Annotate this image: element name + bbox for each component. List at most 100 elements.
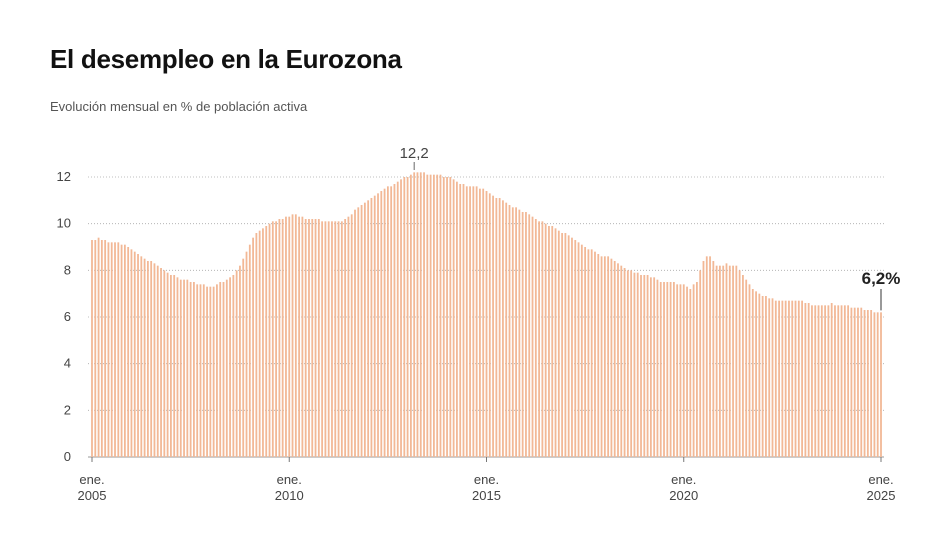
bar <box>472 186 475 458</box>
bar <box>603 256 606 457</box>
bar <box>416 172 419 458</box>
bar <box>380 191 383 457</box>
bar <box>738 270 741 457</box>
bar <box>495 198 498 457</box>
y-tick-label: 2 <box>64 402 71 417</box>
bar <box>357 207 360 457</box>
bar <box>492 195 494 457</box>
bar <box>189 282 192 457</box>
bar <box>347 216 350 457</box>
bar <box>340 221 343 457</box>
bar <box>656 279 659 457</box>
bar <box>456 181 458 457</box>
bar <box>732 265 734 457</box>
bar <box>436 174 439 457</box>
bar <box>314 219 317 457</box>
bar <box>649 277 652 457</box>
x-tick-label-year: 2025 <box>867 488 896 503</box>
bar <box>123 244 126 457</box>
bar <box>551 226 554 457</box>
x-tick-label-year: 2015 <box>472 488 501 503</box>
bar <box>788 300 790 457</box>
bar <box>850 307 853 457</box>
bar <box>446 177 448 457</box>
bar <box>794 300 797 457</box>
bar <box>206 286 208 457</box>
bar <box>607 256 610 457</box>
bar <box>209 286 212 457</box>
bar <box>344 219 347 457</box>
bar <box>150 261 153 457</box>
bar <box>518 209 521 457</box>
bar <box>814 305 817 457</box>
bar <box>202 284 205 457</box>
peak-annotation-label: 12,2 <box>400 145 429 162</box>
bar <box>580 244 583 457</box>
bar <box>636 272 639 457</box>
chart-subtitle: Evolución mensual en % de población acti… <box>50 99 308 114</box>
bar <box>797 300 800 457</box>
bar <box>847 305 850 457</box>
bar <box>820 305 823 457</box>
bar <box>308 219 310 457</box>
bar <box>676 284 679 457</box>
y-tick-label: 6 <box>64 309 71 324</box>
bar <box>199 284 202 457</box>
bar <box>242 258 245 457</box>
bar <box>672 282 675 457</box>
bar <box>278 219 281 457</box>
bar <box>735 265 738 457</box>
bar <box>817 305 820 457</box>
bar <box>617 263 619 457</box>
bar <box>666 282 669 457</box>
bar <box>383 188 386 457</box>
x-tick-label-month: ene. <box>474 472 499 487</box>
bar <box>258 230 261 457</box>
y-tick-label: 12 <box>57 169 71 184</box>
bar <box>104 240 107 457</box>
bar <box>590 249 593 457</box>
bar <box>613 261 616 457</box>
bar <box>298 216 301 457</box>
bar <box>291 214 294 457</box>
bars <box>91 172 882 458</box>
bar <box>288 216 291 457</box>
bar <box>587 249 590 457</box>
bar <box>498 198 501 457</box>
bar <box>301 216 304 457</box>
bar <box>781 300 784 457</box>
x-tick-label-month: ene. <box>79 472 104 487</box>
bar <box>196 284 199 457</box>
bar <box>212 286 215 457</box>
bar <box>689 289 692 457</box>
bar <box>452 179 455 458</box>
bar <box>722 265 725 457</box>
bar <box>696 282 698 457</box>
bar <box>229 277 231 457</box>
bar <box>331 221 333 457</box>
bar <box>751 289 754 457</box>
bar <box>521 212 524 457</box>
bar <box>679 284 682 457</box>
bar <box>577 242 580 457</box>
bar <box>232 275 235 457</box>
bar <box>784 300 787 457</box>
bar <box>107 242 110 457</box>
bar <box>866 310 869 457</box>
y-tick-label: 0 <box>64 449 71 464</box>
bar <box>271 221 274 457</box>
chart-title: El desempleo en la Eurozona <box>50 44 402 74</box>
bar <box>262 228 264 457</box>
bar <box>442 177 445 457</box>
bar <box>222 282 225 457</box>
bar <box>133 251 136 457</box>
bar <box>748 284 751 457</box>
bar <box>462 184 465 457</box>
bar <box>393 184 396 457</box>
bar <box>564 233 567 457</box>
bar <box>834 305 836 457</box>
bar <box>774 300 777 457</box>
x-tick-label-month: ene. <box>671 472 696 487</box>
